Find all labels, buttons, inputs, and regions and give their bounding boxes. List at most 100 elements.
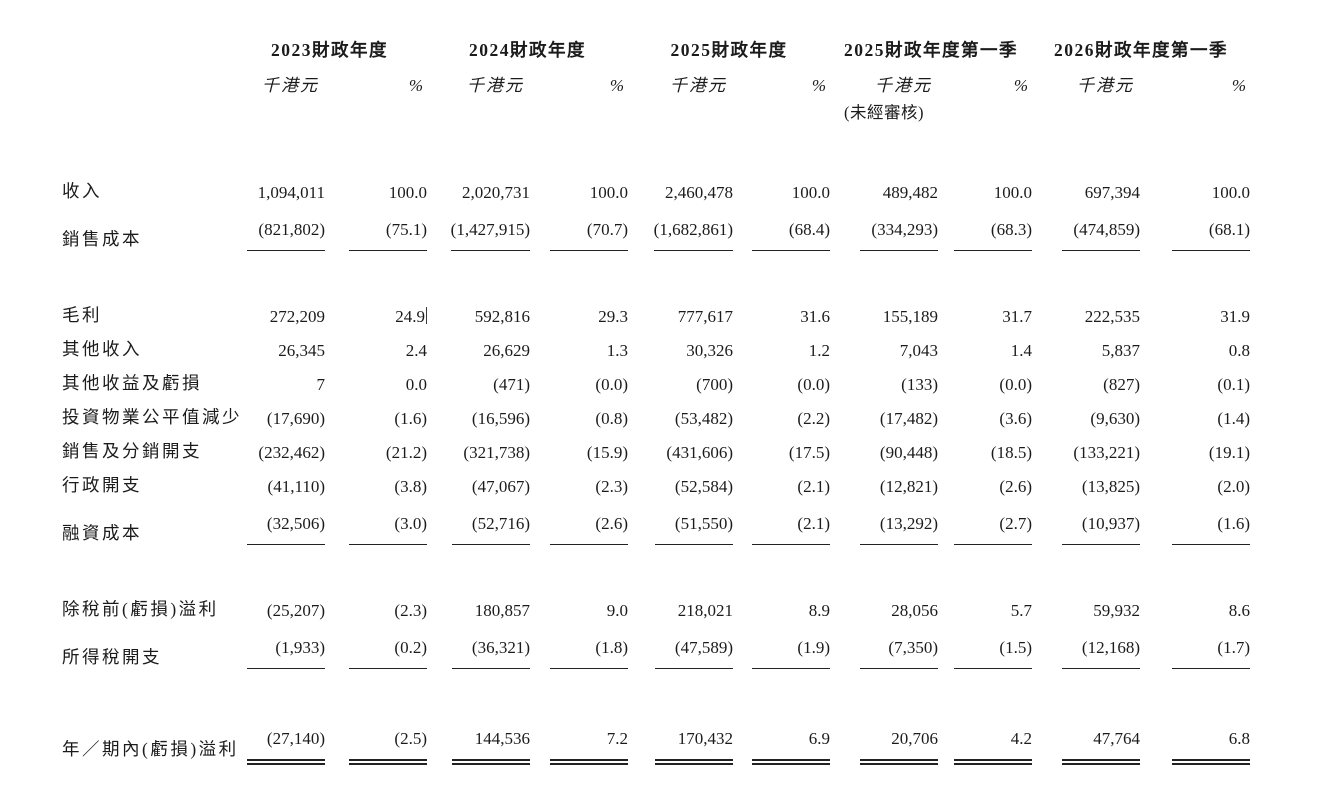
table-cell: (52,584) (628, 463, 733, 497)
cell-value: 218,021 (677, 601, 733, 620)
cell-value: 20,706 (860, 729, 938, 765)
table-cell: (321,738) (427, 429, 530, 463)
cell-value: (0.8) (595, 409, 628, 428)
table-cell: 1.3 (530, 327, 628, 361)
cell-value: (1.7) (1172, 638, 1250, 669)
table-row: 收入 1,094,011 100.0 2,020,731 100.0 2,460,478 1… (62, 169, 1250, 203)
cell-value: (75.1) (349, 220, 427, 251)
row-label: 毛利 (62, 305, 102, 325)
table-cell: (52,716) (427, 497, 530, 545)
table-cell: (1.6) (1140, 497, 1250, 545)
column-unit-header: 千港元 (262, 76, 319, 95)
cell-value: (13,292) (860, 514, 938, 545)
cell-value: (0.0) (999, 375, 1032, 394)
table-row: 其他收益及虧損 7 0.0 (471) (0.0) (700) (0.0) (133) (0.0… (62, 361, 1250, 395)
table-cell: (474,859) (1032, 203, 1140, 251)
cell-value: (3.0) (349, 514, 427, 545)
cell-value: 6.8 (1172, 729, 1250, 765)
header-year-row: 2023財政年度 2024財政年度 2025財政年度 2025財政年度第一季 2026財… (62, 26, 1250, 66)
table-cell: (2.3) (530, 463, 628, 497)
cell-value: (7,350) (860, 638, 938, 669)
table-row: 所得稅開支 (1,933) (0.2) (36,321) (1.8) (47,589) (1… (62, 621, 1250, 669)
cell-value: 777,617 (677, 307, 733, 326)
table-cell: (17.5) (733, 429, 830, 463)
table-cell: 2.4 (325, 327, 427, 361)
cell-value: (474,859) (1062, 220, 1140, 251)
row-label: 銷售及分銷開支 (62, 441, 202, 461)
table-cell: 20,706 (830, 711, 938, 765)
table-cell: (821,802) (232, 203, 325, 251)
row-label: 其他收益及虧損 (62, 373, 202, 393)
cell-value: (334,293) (860, 220, 938, 251)
row-gap-cell (62, 545, 1250, 587)
row-gap (62, 669, 1250, 711)
table-cell: (36,321) (427, 621, 530, 669)
table-cell: (334,293) (830, 203, 938, 251)
column-percent-header: % (408, 76, 423, 95)
cell-value: 100.0 (791, 183, 830, 202)
income-statement-table: 2023財政年度 2024財政年度 2025財政年度 2025財政年度第一季 2026財… (62, 26, 1250, 765)
table-cell: (2.6) (530, 497, 628, 545)
cell-value: (51,550) (655, 514, 733, 545)
table-cell: (827) (1032, 361, 1140, 395)
table-cell: (0.2) (325, 621, 427, 669)
cell-value: (52,716) (452, 514, 530, 545)
table-cell: 272,209 (232, 293, 325, 327)
table-cell: (17,482) (830, 395, 938, 429)
table-cell: (27,140) (232, 711, 325, 765)
cell-value: (827) (1103, 375, 1140, 394)
cell-value: (13,825) (1081, 477, 1140, 496)
cell-value: (68.3) (954, 220, 1032, 251)
cell-value: 170,432 (655, 729, 733, 765)
column-group-title: 2024財政年度 (469, 40, 586, 60)
table-cell: (232,462) (232, 429, 325, 463)
cell-value: (90,448) (879, 443, 938, 462)
cell-value: 31.6 (800, 307, 830, 326)
row-gap (62, 545, 1250, 587)
table-cell: 777,617 (628, 293, 733, 327)
cell-value: (2.3) (394, 601, 427, 620)
column-group-title: 2025財政年度 (670, 40, 788, 60)
cell-value: 2.4 (405, 341, 427, 360)
table-cell: (68.1) (1140, 203, 1250, 251)
cell-value: (3.6) (999, 409, 1032, 428)
table-cell: (133,221) (1032, 429, 1140, 463)
table-cell: (3.0) (325, 497, 427, 545)
cell-value: 222,535 (1084, 307, 1140, 326)
column-unit-header: 千港元 (670, 76, 727, 95)
cell-value: 8.6 (1228, 601, 1250, 620)
cell-value: 100.0 (993, 183, 1032, 202)
table-cell: 2,020,731 (427, 169, 530, 203)
cell-value: 2,460,478 (665, 183, 733, 202)
table-cell: (15.9) (530, 429, 628, 463)
table-cell: (0.0) (938, 361, 1032, 395)
table-cell: (2.1) (733, 497, 830, 545)
header-spacer (733, 96, 830, 123)
table-row: 毛利 272,209 24.9 592,816 29.3 777,617 31.6 155,1… (62, 293, 1250, 327)
table-cell: 26,629 (427, 327, 530, 361)
cell-value: 144,536 (452, 729, 530, 765)
cell-value: 100.0 (1211, 183, 1250, 202)
cell-value: (232,462) (258, 443, 325, 462)
header-unit-row: 千港元% 千港元% 千港元% 千港元% 千港元% (62, 66, 1250, 96)
table-cell: (3.6) (938, 395, 1032, 429)
table-cell: (21.2) (325, 429, 427, 463)
table-cell: 100.0 (530, 169, 628, 203)
cell-value: 4.2 (954, 729, 1032, 765)
table-cell: (68.3) (938, 203, 1032, 251)
cell-value: (25,207) (266, 601, 325, 620)
table-cell: 26,345 (232, 327, 325, 361)
unaudited-note (232, 96, 325, 123)
cell-value: (0.2) (349, 638, 427, 669)
cell-value: (2.1) (752, 514, 830, 545)
table-cell: (16,596) (427, 395, 530, 429)
cell-value: (1.8) (550, 638, 628, 669)
table-row: 融資成本 (32,506) (3.0) (52,716) (2.6) (51,550) (2… (62, 497, 1250, 545)
cell-value: 26,629 (483, 341, 530, 360)
table-cell: (53,482) (628, 395, 733, 429)
table-cell: 47,764 (1032, 711, 1140, 765)
cell-value: (2.3) (595, 477, 628, 496)
cell-value: 0.0 (405, 375, 427, 394)
cell-value: (17,482) (879, 409, 938, 428)
table-cell: (1,427,915) (427, 203, 530, 251)
